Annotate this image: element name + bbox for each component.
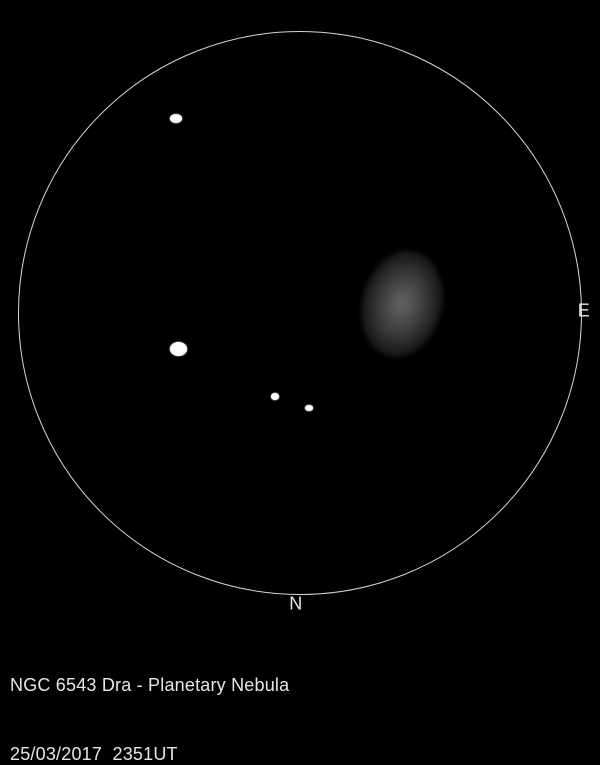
field-of-view-circle: [18, 31, 582, 595]
observation-info: NGC 6543 Dra - Planetary Nebula 25/03/20…: [10, 628, 312, 765]
cardinal-east: E: [578, 301, 591, 322]
cardinal-north: N: [289, 594, 303, 615]
sketch-canvas: E N NGC 6543 Dra - Planetary Nebula 25/0…: [0, 0, 600, 765]
field-star: [271, 393, 279, 400]
info-object: NGC 6543 Dra - Planetary Nebula: [10, 674, 312, 697]
field-star: [305, 405, 313, 411]
info-datetime: 25/03/2017 2351UT: [10, 743, 312, 765]
field-star: [170, 342, 187, 356]
field-star: [170, 114, 182, 123]
